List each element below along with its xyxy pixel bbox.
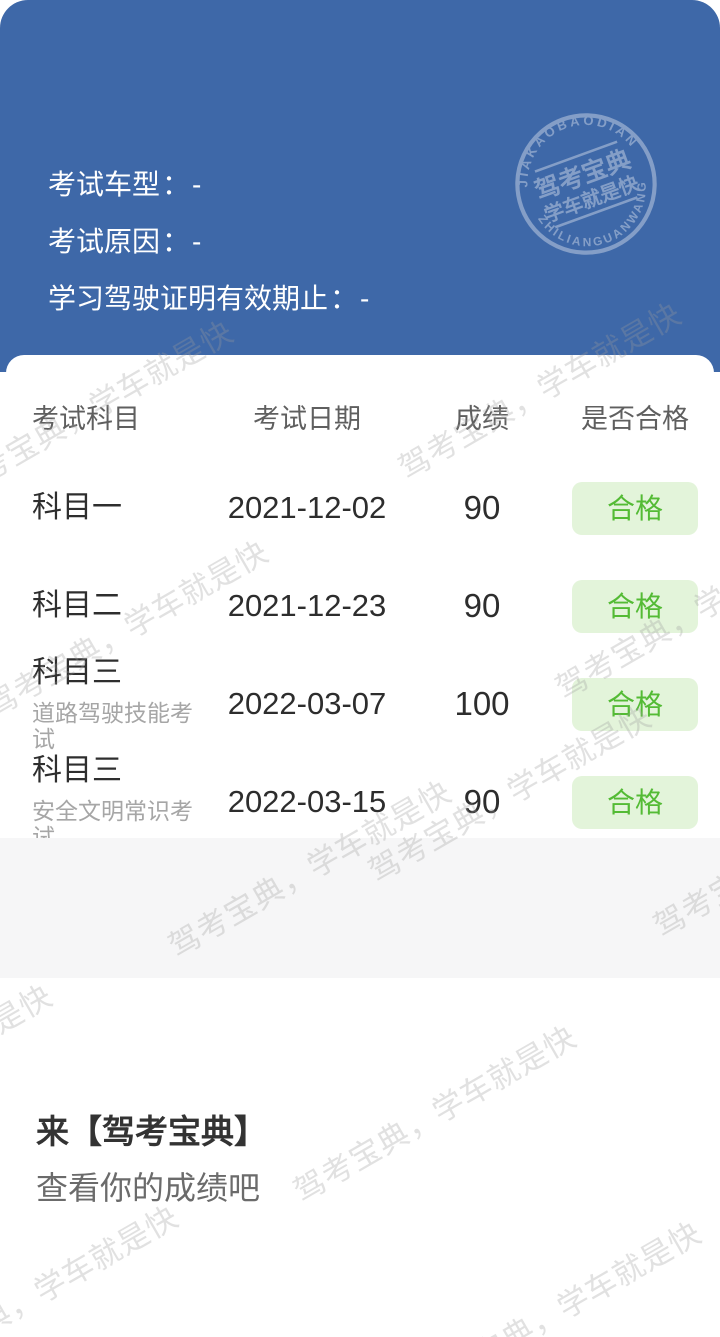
column-header-date: 考试日期 bbox=[253, 403, 361, 434]
exam-info-fields: 考试车型：- 考试原因：- 学习驾驶证明有效期止：- bbox=[48, 168, 369, 339]
column-header-score: 成绩 bbox=[455, 403, 509, 434]
score-cell: 90 bbox=[463, 587, 501, 624]
subject-cell: 科目三 安全文明常识考试 bbox=[32, 754, 212, 850]
subject-name: 科目三 bbox=[32, 656, 122, 689]
colon: ： bbox=[162, 169, 191, 200]
subject-cell: 科目二 bbox=[32, 589, 212, 623]
brand-stamp-icon: JIAKAOBAODIAN ZHILIANGUANWANG 驾考宝典 学车就是快 bbox=[508, 106, 664, 262]
subject-subtitle: 道路驾驶技能考试 bbox=[32, 700, 193, 752]
exam-vehicle-field: 考试车型：- bbox=[48, 168, 369, 202]
pass-status-badge: 合格 bbox=[572, 775, 698, 829]
table-row: 科目三 安全文明常识考试 2022-03-15 90 合格 bbox=[6, 753, 714, 851]
pass-status-badge: 合格 bbox=[572, 677, 698, 731]
exam-vehicle-label: 考试车型 bbox=[48, 169, 161, 200]
exam-vehicle-value: - bbox=[192, 169, 202, 200]
watermark-text: 驾考宝典，学车就是快 bbox=[287, 1018, 583, 1210]
colon: ： bbox=[162, 226, 191, 257]
result-cell: 合格 bbox=[562, 677, 708, 731]
watermark-text: 驾考宝典，学车就是快 bbox=[0, 1198, 185, 1337]
subject-cell: 科目一 bbox=[32, 491, 212, 525]
table-row: 科目三 道路驾驶技能考试 2022-03-07 100 合格 bbox=[6, 655, 714, 753]
spacer-band bbox=[0, 838, 720, 978]
date-cell: 2022-03-07 bbox=[227, 686, 387, 721]
date-cell: 2021-12-23 bbox=[227, 588, 387, 623]
subject-name: 科目一 bbox=[32, 491, 122, 524]
result-cell: 合格 bbox=[562, 775, 708, 829]
colon: ： bbox=[330, 283, 359, 314]
subject-name: 科目三 bbox=[32, 754, 122, 787]
footer-promo: 来【驾考宝典】 查看你的成绩吧 bbox=[36, 1112, 267, 1207]
table-row: 科目二 2021-12-23 90 合格 bbox=[6, 557, 714, 655]
date-cell: 2022-03-15 bbox=[227, 784, 387, 819]
score-cell: 90 bbox=[463, 783, 501, 820]
exam-results-card: 考试科目 考试日期 成绩 是否合格 科目一 2021-12-02 90 合格 科… bbox=[6, 355, 714, 850]
score-cell: 90 bbox=[463, 489, 501, 526]
footer-promo-title: 来【驾考宝典】 bbox=[36, 1113, 267, 1150]
result-cell: 合格 bbox=[562, 579, 708, 633]
date-cell: 2021-12-02 bbox=[227, 490, 387, 525]
column-header-subject: 考试科目 bbox=[32, 403, 140, 434]
column-header-result: 是否合格 bbox=[581, 403, 689, 434]
subject-subtitle: 安全文明常识考试 bbox=[32, 798, 193, 850]
exam-reason-value: - bbox=[192, 226, 202, 257]
license-validity-label: 学习驾驶证明有效期止 bbox=[48, 283, 329, 314]
exam-reason-label: 考试原因 bbox=[48, 226, 161, 257]
subject-cell: 科目三 道路驾驶技能考试 bbox=[32, 656, 212, 752]
watermark-text: 驾考宝典，学车就是快 bbox=[412, 1214, 708, 1337]
subject-name: 科目二 bbox=[32, 589, 122, 622]
exam-reason-field: 考试原因：- bbox=[48, 225, 369, 259]
results-table-header: 考试科目 考试日期 成绩 是否合格 bbox=[6, 355, 714, 459]
pass-status-badge: 合格 bbox=[572, 481, 698, 535]
exam-info-header: 考试车型：- 考试原因：- 学习驾驶证明有效期止：- JIAKAOBAODIAN bbox=[0, 0, 720, 372]
license-validity-field: 学习驾驶证明有效期止：- bbox=[48, 282, 369, 316]
score-cell: 100 bbox=[454, 685, 510, 722]
result-cell: 合格 bbox=[562, 481, 708, 535]
footer-promo-subtitle: 查看你的成绩吧 bbox=[36, 1170, 261, 1206]
license-validity-value: - bbox=[360, 283, 370, 314]
pass-status-badge: 合格 bbox=[572, 579, 698, 633]
table-row: 科目一 2021-12-02 90 合格 bbox=[6, 459, 714, 557]
